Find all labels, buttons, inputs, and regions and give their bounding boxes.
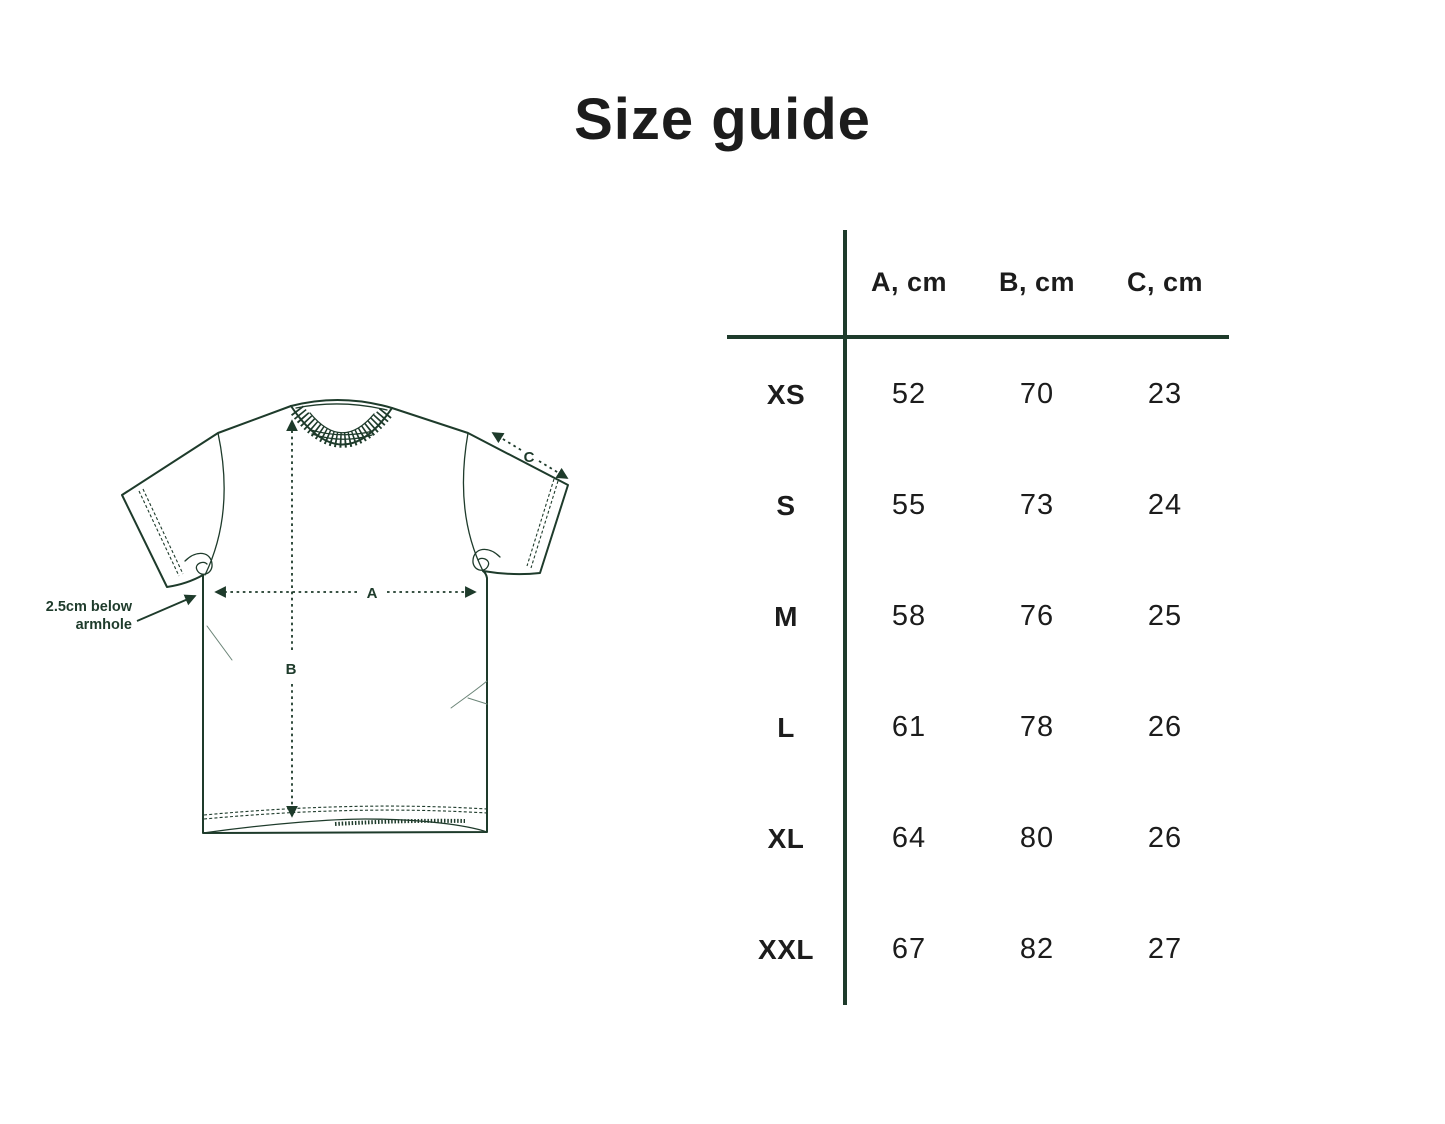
size-label: XL bbox=[767, 822, 805, 854]
value-a: 55 bbox=[891, 489, 927, 521]
table-vertical-divider bbox=[843, 230, 847, 1005]
size-label: L bbox=[777, 711, 795, 743]
left-body-wrinkle bbox=[206, 625, 233, 661]
page-title: Size guide bbox=[574, 87, 871, 152]
size-label: M bbox=[774, 600, 798, 632]
right-armhole-seam bbox=[462, 432, 484, 572]
size-label: S bbox=[776, 489, 796, 521]
value-a: 52 bbox=[891, 378, 927, 410]
annotation-text-line1: 2.5cm below bbox=[46, 599, 133, 615]
measurement-b-arrow: B bbox=[286, 419, 298, 818]
value-c: 24 bbox=[1147, 489, 1183, 521]
table-row-l: L 61 78 26 bbox=[727, 672, 1229, 783]
left-cuff-stitch-2 bbox=[142, 488, 184, 575]
back-neck-edge bbox=[290, 398, 393, 409]
value-c: 27 bbox=[1147, 933, 1183, 965]
annotation-text-line2: armhole bbox=[76, 617, 132, 633]
armhole-annotation: 2.5cm below armhole bbox=[46, 594, 197, 633]
value-b: 70 bbox=[1019, 378, 1055, 410]
right-cuff-stitch-1 bbox=[530, 480, 559, 569]
value-a: 61 bbox=[891, 711, 927, 743]
size-table: A, cm B, cm C, cm XS 52 70 23 S 55 73 24… bbox=[727, 230, 1229, 1005]
value-a: 58 bbox=[891, 600, 927, 632]
table-horizontal-divider bbox=[727, 335, 1229, 339]
column-header-c: C, cm bbox=[1126, 267, 1204, 297]
size-label: XS bbox=[766, 378, 806, 410]
value-a: 67 bbox=[891, 933, 927, 965]
size-label: XXL bbox=[758, 933, 814, 965]
table-row-xs: XS 52 70 23 bbox=[727, 339, 1229, 450]
measurement-a-label: A bbox=[367, 585, 378, 602]
left-armhole-seam bbox=[204, 432, 225, 576]
table-body: XS 52 70 23 S 55 73 24 M 58 76 25 L 61 7… bbox=[727, 339, 1229, 1005]
value-c: 25 bbox=[1147, 600, 1183, 632]
value-b: 80 bbox=[1019, 822, 1055, 854]
table-row-m: M 58 76 25 bbox=[727, 561, 1229, 672]
tshirt-outline bbox=[121, 405, 569, 834]
value-c: 23 bbox=[1147, 378, 1183, 410]
value-b: 73 bbox=[1019, 489, 1055, 521]
left-cuff-stitch-1 bbox=[138, 490, 180, 577]
table-row-xxl: XXL 67 82 27 bbox=[727, 894, 1229, 1005]
annotation-arrow bbox=[136, 594, 197, 622]
right-cuff-stitch-2 bbox=[526, 478, 555, 567]
neck-opening-seam-1 bbox=[310, 429, 374, 436]
measurement-c-label: C bbox=[524, 449, 535, 466]
value-c: 26 bbox=[1147, 822, 1183, 854]
column-header-b: B, cm bbox=[998, 267, 1076, 297]
measurement-c-arrow: C bbox=[491, 432, 569, 479]
table-row-s: S 55 73 24 bbox=[727, 450, 1229, 561]
column-header-a: A, cm bbox=[870, 267, 948, 297]
hem-stitch-line-1 bbox=[203, 805, 488, 816]
measurement-b-label: B bbox=[286, 661, 297, 678]
tshirt-measurement-diagram: A B C 2.5cm below armhole bbox=[46, 398, 569, 834]
measurement-a-arrow: A bbox=[214, 585, 477, 602]
value-b: 82 bbox=[1019, 933, 1055, 965]
hem-stitch-line-2 bbox=[203, 809, 488, 820]
left-armpit-curl bbox=[184, 552, 213, 575]
value-b: 78 bbox=[1019, 711, 1055, 743]
back-neck-inner-line bbox=[295, 403, 388, 411]
right-armpit-curl bbox=[472, 548, 501, 571]
collar-outer-edge bbox=[290, 405, 393, 446]
hem-fold-line bbox=[202, 818, 488, 834]
right-body-wrinkle-2 bbox=[467, 697, 488, 705]
collar-inner-edge bbox=[309, 412, 375, 434]
value-a: 64 bbox=[891, 822, 927, 854]
table-header-row: A, cm B, cm C, cm bbox=[727, 230, 1229, 335]
neck-opening-seam-2 bbox=[311, 433, 373, 440]
right-body-wrinkle-1 bbox=[450, 680, 488, 709]
value-b: 76 bbox=[1019, 600, 1055, 632]
value-c: 26 bbox=[1147, 711, 1183, 743]
hem-shadow-hatch bbox=[334, 818, 466, 826]
table-row-xl: XL 64 80 26 bbox=[727, 783, 1229, 894]
